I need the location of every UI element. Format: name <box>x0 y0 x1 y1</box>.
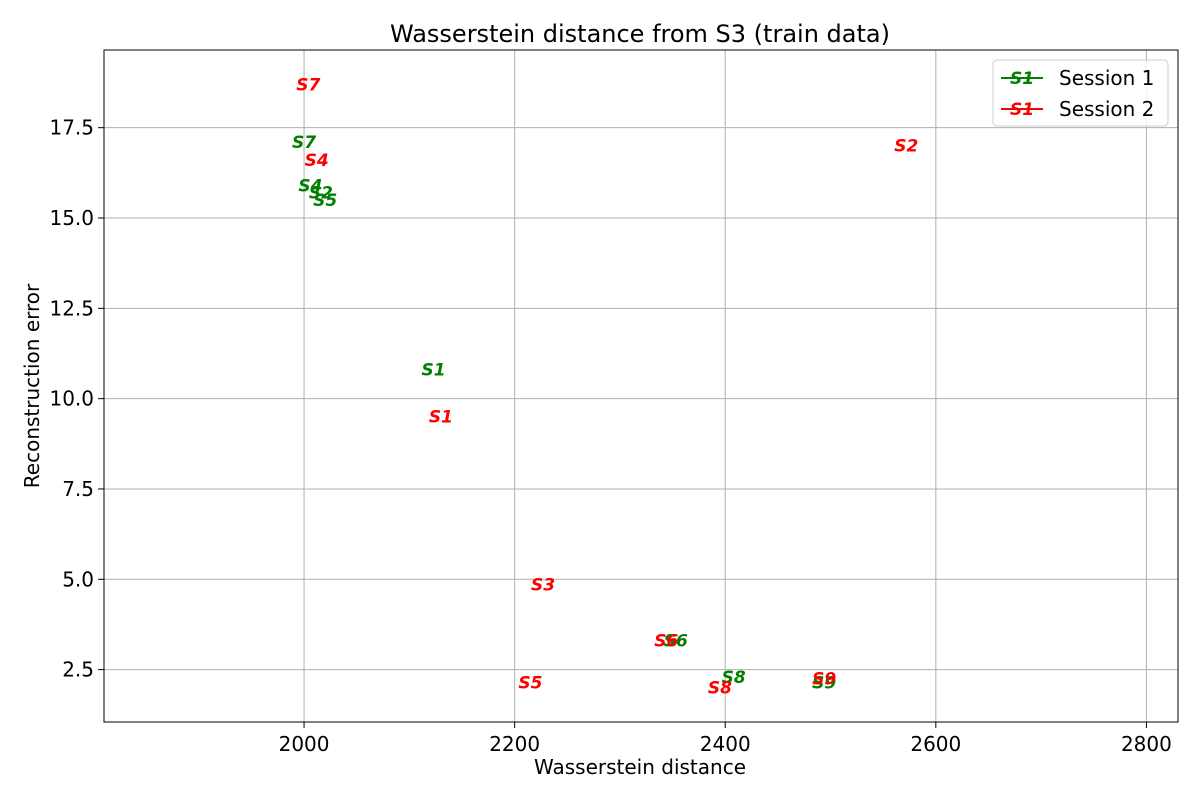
point-label-session2-s4: S4 <box>305 151 329 171</box>
y-tick-label: 15.0 <box>49 206 94 230</box>
plot-frame <box>103 49 1179 723</box>
point-label-session1-s6: S6 <box>664 632 688 652</box>
grid-lines <box>104 50 1178 722</box>
point-label-session2-s2: S2 <box>894 137 918 157</box>
legend-marker: S1 <box>1010 100 1034 120</box>
point-label-session2-s9: S9 <box>812 670 836 690</box>
x-tick-label: 2400 <box>700 732 751 756</box>
point-label-session1-s1: S1 <box>422 361 446 381</box>
y-tick-label: 12.5 <box>49 296 94 320</box>
chart-title: Wasserstein distance from S3 (train data… <box>390 20 890 48</box>
x-tick-label: 2000 <box>279 732 330 756</box>
y-tick-label: 17.5 <box>49 116 94 140</box>
legend-label: Session 2 <box>1059 97 1154 121</box>
point-label-session1-s9: S9 <box>812 673 836 693</box>
x-tick-label: 2200 <box>489 732 540 756</box>
y-tick-label: 5.0 <box>62 567 94 591</box>
point-label-session2-s8: S8 <box>708 679 732 699</box>
legend-marker: S1 <box>1010 69 1034 89</box>
point-label-session1-s8: S8 <box>722 668 746 688</box>
point-label-session2-s3: S3 <box>531 576 555 596</box>
x-tick-label: 2600 <box>910 732 961 756</box>
y-axis-label: Reconstruction error <box>20 283 44 488</box>
y-tick-label: 10.0 <box>49 387 94 411</box>
x-tick-label: 2800 <box>1121 732 1172 756</box>
y-tick-label: 2.5 <box>62 658 94 682</box>
legend-label: Session 1 <box>1059 66 1154 90</box>
legend: S1 Session 1 S1 Session 2 <box>992 59 1169 127</box>
point-label-session1-s4: S4 <box>298 176 322 196</box>
x-axis-label: Wasserstein distance <box>534 755 746 779</box>
axis-ticks: 2000 2200 2400 2600 2800 2.5 5.0 7.5 10.0 12.5 15.… <box>49 116 1171 756</box>
point-label-session1-s2: S2 <box>309 184 333 204</box>
y-tick-label: 7.5 <box>62 477 94 501</box>
point-label-session2-s6: S6 <box>654 632 678 652</box>
point-label-session1-s5: S5 <box>313 191 337 211</box>
point-label-session1-s7: S7 <box>292 133 316 153</box>
point-label-session2-s7: S7 <box>296 75 320 95</box>
point-label-session2-s5: S5 <box>518 673 542 693</box>
point-label-session2-s1: S1 <box>429 408 453 428</box>
